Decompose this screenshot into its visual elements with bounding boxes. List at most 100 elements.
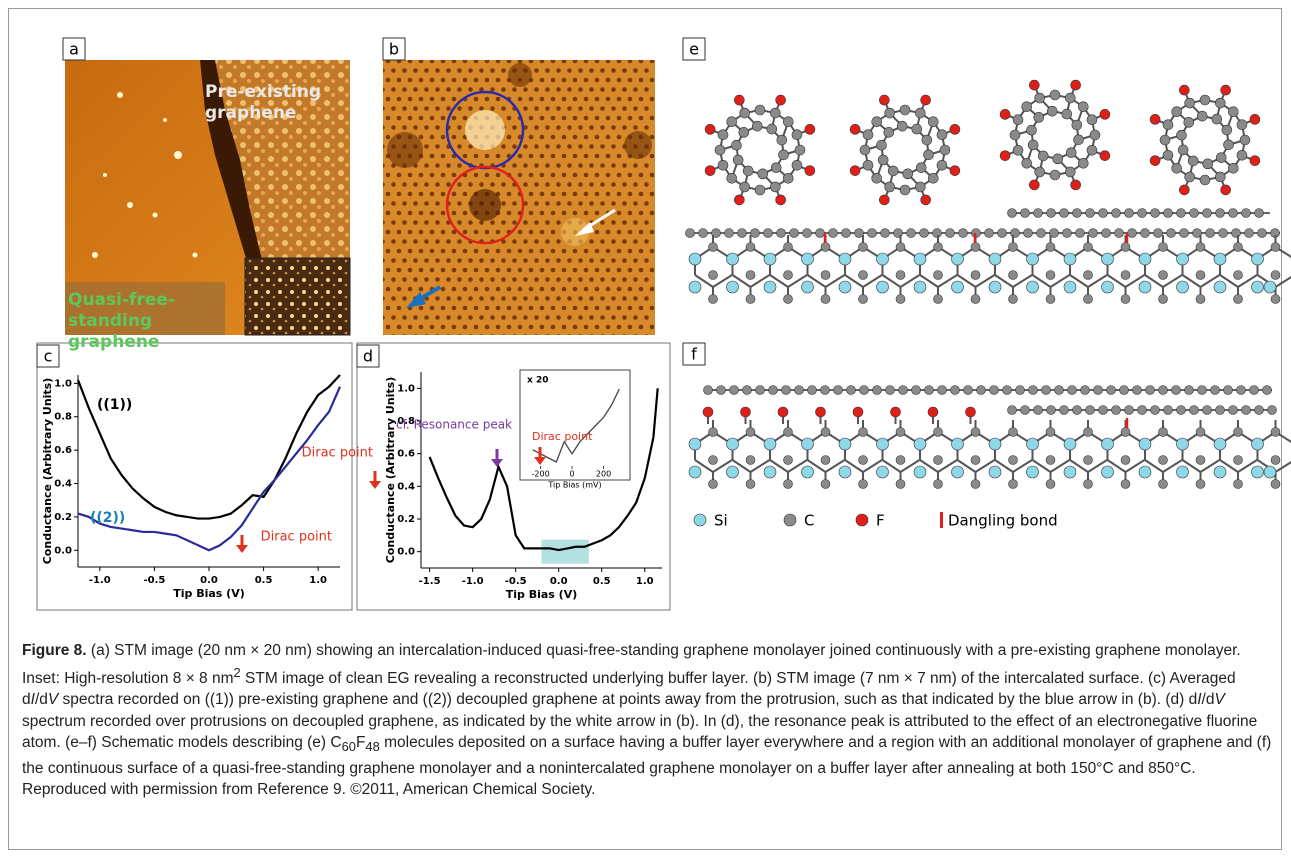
carbon-atom [876,140,886,150]
carbon-atom [934,480,943,489]
carbon-atom [937,130,947,140]
carbon-atom [1255,406,1264,415]
carbon-atom [1250,386,1259,395]
carbon-atom [1062,109,1072,119]
carbon-atom [1154,229,1163,238]
fluorine-atom [1250,156,1260,166]
carbon-atom [1068,386,1077,395]
carbon-atom [758,169,768,179]
carbon-atom [896,243,905,252]
fluorine-atom [1029,180,1039,190]
carbon-atom [971,243,980,252]
carbon-atom [1120,386,1129,395]
fluorine-atom [1071,80,1081,90]
legend-marker [784,514,796,526]
carbon-atom [821,243,830,252]
carbon-atom [1242,209,1251,218]
carbon-atom [940,145,950,155]
carbon-atom [920,229,929,238]
carbon-atom [1159,428,1168,437]
carbon-atom [1263,386,1272,395]
si-atom [952,466,964,478]
carbon-atom [727,173,737,183]
carbon-atom [1224,140,1234,150]
carbon-atom [859,243,868,252]
si-atom [952,253,964,265]
carbon-atom [1121,480,1130,489]
carbon-atom [1099,209,1108,218]
carbon-atom [1046,295,1055,304]
carbon-atom [1065,93,1075,103]
carbon-atom [1271,428,1280,437]
figure-label: Figure 8. [22,642,87,659]
carbon-atom [859,295,868,304]
carbon-atom [784,428,793,437]
carbon-atom [928,117,938,127]
carbon-atom [1055,386,1064,395]
si-atom [1177,253,1189,265]
fluorine-atom [1100,151,1110,161]
caption: Figure 8. (a) STM image (20 nm × 20 nm) … [22,640,1272,801]
carbon-atom [922,135,932,145]
panel-label: b [389,40,399,59]
si-atom [989,253,1001,265]
carbon-atom [740,108,750,118]
carbon-atom [896,428,905,437]
panel-label: c [44,347,53,366]
carbon-atom [1102,229,1111,238]
carbon-atom [1046,456,1055,465]
carbon-atom [1228,163,1238,173]
carbon-atom [1089,229,1098,238]
carbon-atom [1216,406,1225,415]
carbon-atom [985,229,994,238]
si-atom [877,281,889,293]
carbon-atom [1151,209,1160,218]
fluorine-atom [778,407,788,417]
carbon-atom [821,480,830,489]
arrow-head [369,481,381,489]
carbon-atom [821,386,830,395]
x-tick-label: 1.0 [636,576,654,587]
si-atom [727,253,739,265]
carbon-atom [971,480,980,489]
carbon-atom [1009,295,1018,304]
inset-frame [520,370,630,480]
caption-text: spectra recorded on ((1)) pre-existing g… [58,691,1197,708]
x-tick-label: -200 [532,470,550,479]
carbon-atom [1013,115,1023,125]
carbon-atom [1185,172,1195,182]
carbon-atom [1112,209,1121,218]
fluorine-atom [734,95,744,105]
carbon-atom [1234,271,1243,280]
carbon-atom [1184,117,1194,127]
fluorine-atom [1179,85,1189,95]
carbon-atom [1159,295,1168,304]
x-axis-label: Tip Bias (V) [506,588,578,601]
fluorine-atom [850,166,860,176]
carbon-atom [795,145,805,155]
carbon-atom [1035,93,1045,103]
carbon-atom [1151,406,1160,415]
carbon-atom [764,229,773,238]
carbon-atom [1138,406,1147,415]
carbon-atom [1237,386,1246,395]
carbon-atom [1078,102,1088,112]
carbon-atom [1078,158,1088,168]
fluorine-atom [705,166,715,176]
panel-label: e [689,40,699,59]
carbon-atom [1050,90,1060,100]
x-tick-label: -1.0 [89,575,111,586]
annotation: cf. Resonance peak [396,418,512,432]
carbon-atom [1084,271,1093,280]
fluorine-atom [1221,85,1231,95]
fluorine-atom [776,195,786,205]
carbon-atom [1016,386,1025,395]
carbon-atom [1084,428,1093,437]
si-atom [727,438,739,450]
carbon-atom [1237,150,1247,160]
si-atom [802,466,814,478]
carbon-atom [1042,386,1051,395]
carbon-atom [715,145,725,155]
fluorine-atom [921,195,931,205]
carbon-atom [709,295,718,304]
